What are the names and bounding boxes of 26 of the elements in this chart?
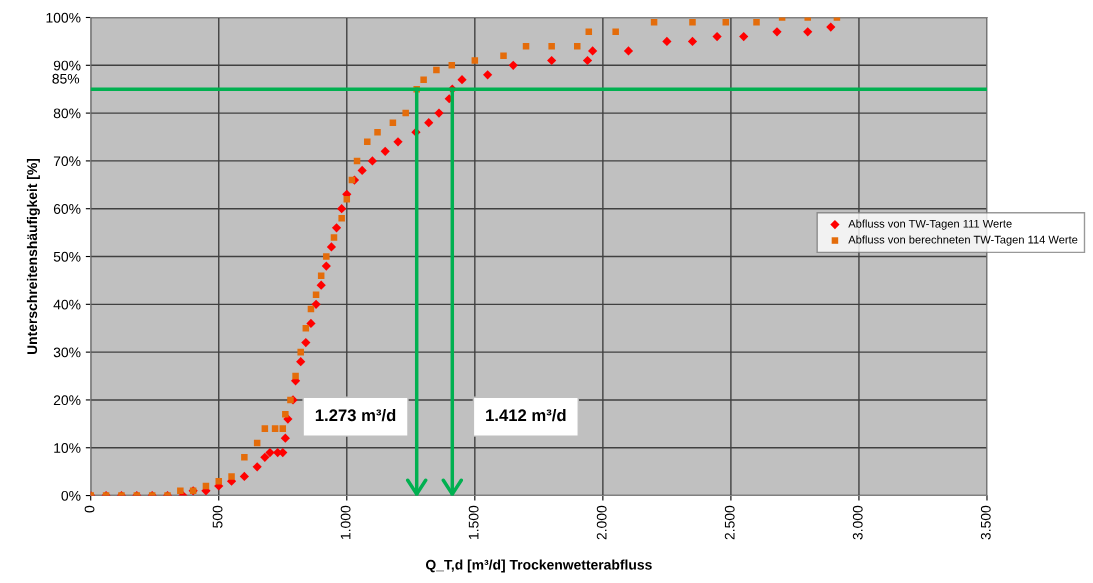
x-tick-label: 3.500 — [980, 505, 991, 540]
x-axis-title: Q_T,d [m³/d] Trockenwetterabfluss — [425, 559, 652, 573]
legend-label: Abfluss von TW-Tagen 111 Werte — [848, 219, 1012, 230]
y-tick-label: 40% — [53, 299, 81, 310]
x-tick-label: 1.500 — [468, 505, 479, 539]
x-tick-label: 1.000 — [340, 505, 351, 539]
ref-line-label: 85% — [52, 73, 80, 84]
y-axis-title: Unterschreitenshäufigkeit [%] — [26, 158, 40, 355]
y-tick-label: 90% — [53, 60, 81, 71]
x-tick-label: 3.000 — [852, 505, 863, 540]
x-tick-label: 500 — [212, 505, 223, 528]
y-tick-label: 70% — [53, 156, 81, 167]
annotation: 1.273 m³/d — [315, 408, 396, 422]
y-tick-label: 80% — [53, 108, 81, 119]
x-tick-label: 2.500 — [724, 505, 735, 540]
y-tick-label: 100% — [46, 12, 81, 23]
y-tick-label: 50% — [53, 251, 81, 262]
y-tick-label: 0% — [61, 490, 81, 501]
y-tick-label: 30% — [53, 347, 81, 358]
x-tick-label: 2.000 — [596, 505, 607, 540]
legend-label: Abfluss von berechneten TW-Tagen 114 Werte — [848, 235, 1078, 246]
x-tick-label: 0 — [84, 505, 95, 513]
annotation: 1.412 m³/d — [486, 408, 566, 422]
y-tick-label: 60% — [53, 204, 81, 214]
y-tick-label: 20% — [53, 395, 81, 406]
y-tick-label: 10% — [54, 443, 81, 453]
